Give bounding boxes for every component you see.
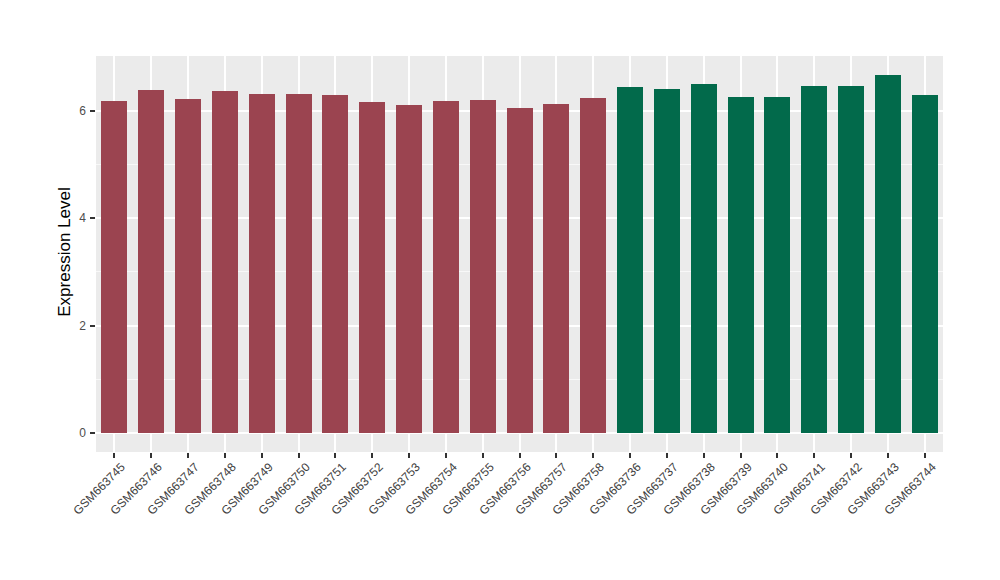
x-tick [850,453,852,458]
bar-GSM663754 [433,101,459,433]
bar-GSM663745 [101,101,127,433]
bar-GSM663742 [838,86,864,433]
x-tick [776,453,778,458]
x-tick [334,453,336,458]
bar-GSM663743 [875,75,901,433]
x-tick [924,453,926,458]
bar-GSM663751 [322,95,348,433]
x-tick [371,453,373,458]
x-tick [887,453,889,458]
x-tick [261,453,263,458]
bar-GSM663748 [212,91,238,433]
bar-GSM663755 [470,100,496,433]
bar-GSM663753 [396,105,422,433]
x-tick [482,453,484,458]
bar-GSM663741 [801,86,827,433]
x-tick [703,453,705,458]
bar-GSM663752 [359,102,385,433]
y-tick [90,217,95,219]
x-tick [445,453,447,458]
bar-GSM663758 [580,98,606,433]
bar-GSM663739 [728,97,754,434]
x-tick [666,453,668,458]
y-tick-label: 0 [56,425,86,441]
x-tick [113,453,115,458]
plot-panel [96,56,943,452]
expression-bar-chart: Expression Level 0246GSM663745GSM663746G… [0,0,1000,580]
x-tick [629,453,631,458]
y-tick-label: 2 [56,318,86,334]
x-tick [740,453,742,458]
bar-GSM663746 [138,90,164,433]
bar-GSM663747 [175,99,201,433]
x-tick [298,453,300,458]
y-tick-label: 4 [56,210,86,226]
x-tick [592,453,594,458]
x-tick [813,453,815,458]
y-tick [90,432,95,434]
bar-GSM663736 [617,87,643,433]
bar-GSM663750 [286,94,312,433]
y-tick [90,110,95,112]
x-tick [555,453,557,458]
bar-GSM663756 [507,108,533,433]
y-tick-label: 6 [56,103,86,119]
x-tick [519,453,521,458]
bar-GSM663737 [654,89,680,433]
bar-GSM663740 [764,97,790,433]
bar-GSM663744 [912,95,938,433]
x-tick [224,453,226,458]
x-tick [408,453,410,458]
x-tick [150,453,152,458]
x-tick [187,453,189,458]
bar-GSM663749 [249,94,275,433]
bar-GSM663738 [691,84,717,433]
y-tick [90,325,95,327]
bar-GSM663757 [543,104,569,434]
